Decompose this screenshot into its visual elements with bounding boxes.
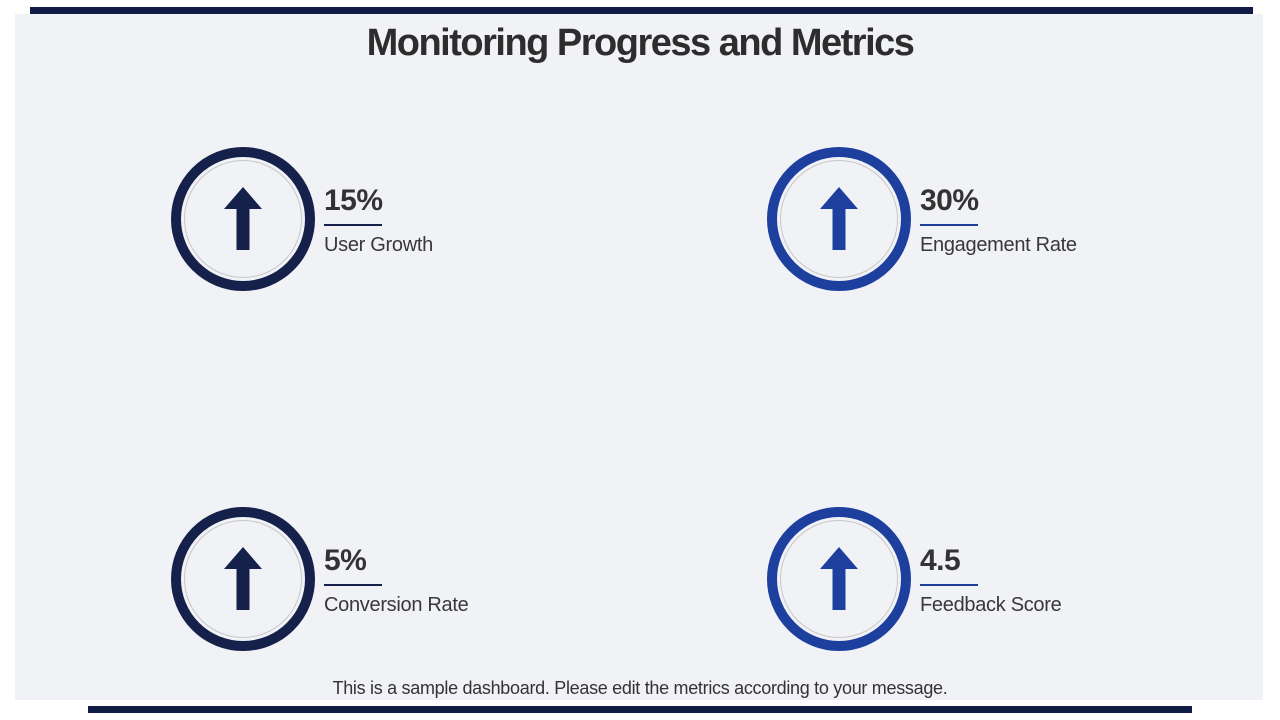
metric-underline bbox=[920, 224, 978, 226]
metric-text: 5% Conversion Rate bbox=[324, 507, 469, 616]
metric-text: 4.5 Feedback Score bbox=[920, 507, 1062, 616]
metric-card-user-growth: 15% User Growth bbox=[171, 147, 433, 291]
metric-value: 4.5 bbox=[920, 544, 961, 577]
metric-card-feedback-score: 4.5 Feedback Score bbox=[767, 507, 1062, 651]
footer-note: This is a sample dashboard. Please edit … bbox=[332, 678, 948, 698]
metric-badge bbox=[767, 147, 911, 291]
arrow-up-icon bbox=[224, 187, 262, 250]
inner-ring bbox=[184, 520, 302, 638]
top-accent-bar bbox=[30, 7, 1253, 14]
metric-card-engagement-rate: 30% Engagement Rate bbox=[767, 147, 1077, 291]
inner-ring bbox=[780, 160, 898, 278]
metric-badge bbox=[171, 507, 315, 651]
arrow-up-icon bbox=[820, 547, 858, 610]
page-title: Monitoring Progress and Metrics bbox=[366, 22, 915, 64]
metric-label: Engagement Rate bbox=[920, 234, 1077, 256]
arrow-up-icon bbox=[224, 547, 262, 610]
metric-underline bbox=[324, 584, 382, 586]
metric-card-conversion-rate: 5% Conversion Rate bbox=[171, 507, 469, 651]
metric-badge bbox=[767, 507, 911, 651]
metric-label: User Growth bbox=[324, 234, 433, 256]
metric-text: 15% User Growth bbox=[324, 147, 433, 256]
metric-underline bbox=[920, 584, 978, 586]
metric-value: 30% bbox=[920, 184, 979, 217]
arrow-up-icon bbox=[820, 187, 858, 250]
metric-text: 30% Engagement Rate bbox=[920, 147, 1077, 256]
metric-label: Conversion Rate bbox=[324, 594, 469, 616]
metric-label: Feedback Score bbox=[920, 594, 1062, 616]
metric-value: 15% bbox=[324, 184, 383, 217]
metric-value: 5% bbox=[324, 544, 367, 577]
metric-badge bbox=[171, 147, 315, 291]
inner-ring bbox=[184, 160, 302, 278]
inner-ring bbox=[780, 520, 898, 638]
metric-underline bbox=[324, 224, 382, 226]
bottom-accent-bar bbox=[88, 706, 1192, 713]
